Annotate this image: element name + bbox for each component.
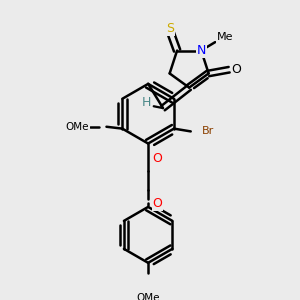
Text: O: O	[232, 63, 242, 76]
Text: S: S	[166, 22, 174, 34]
Text: O: O	[152, 197, 162, 210]
Text: Me: Me	[217, 32, 234, 43]
Text: N: N	[196, 44, 206, 57]
Text: OMe: OMe	[136, 293, 160, 300]
Text: OMe: OMe	[66, 122, 89, 132]
Text: O: O	[152, 152, 162, 165]
Text: H: H	[142, 96, 151, 109]
Text: Br: Br	[201, 126, 214, 136]
